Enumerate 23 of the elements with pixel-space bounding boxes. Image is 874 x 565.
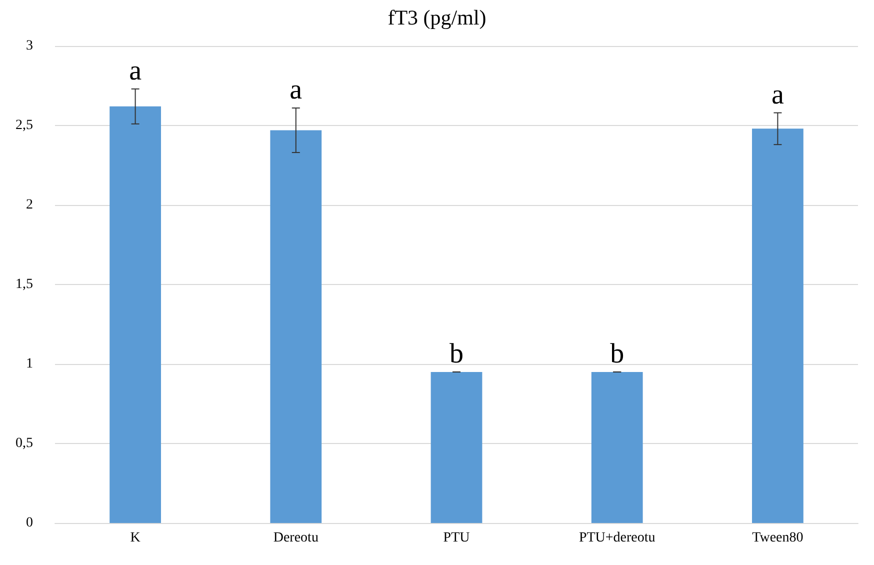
x-tick-label: Dereotu bbox=[273, 530, 318, 546]
annotation: a bbox=[290, 74, 303, 106]
y-tick-label: 0,5 bbox=[16, 436, 33, 451]
x-tick-label: Tween80 bbox=[752, 530, 804, 546]
annotation: b bbox=[610, 338, 624, 370]
bar bbox=[110, 106, 161, 523]
x-tick-label: PTU+dereotu bbox=[578, 530, 656, 546]
y-tick-label: 1,5 bbox=[16, 277, 33, 292]
annotation: a bbox=[771, 79, 784, 110]
annotation: a bbox=[129, 55, 142, 86]
bar bbox=[752, 128, 804, 523]
chart-title: fT3 (pg/ml) bbox=[388, 6, 486, 30]
y-tick-label: 2,5 bbox=[16, 118, 33, 133]
bar bbox=[591, 372, 643, 523]
annotation: b bbox=[450, 338, 464, 370]
y-tick-label: 1 bbox=[26, 356, 33, 372]
y-tick-label: 2 bbox=[26, 198, 33, 212]
x-tick-label: K bbox=[130, 530, 140, 546]
y-tick-label: 3 bbox=[26, 38, 33, 54]
x-tick-label: PTU bbox=[443, 530, 470, 546]
bar bbox=[430, 372, 482, 523]
bar bbox=[270, 130, 322, 523]
y-tick-label: 0 bbox=[26, 516, 33, 530]
